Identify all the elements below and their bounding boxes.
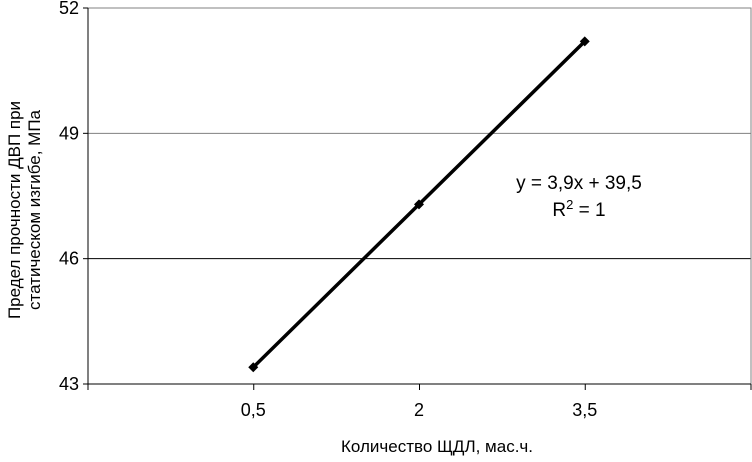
gridlines (88, 7, 751, 260)
y-tick-label: 46 (59, 249, 79, 269)
r-squared-suffix: = 1 (573, 200, 605, 221)
data-point-marker (414, 199, 424, 210)
x-tick-label: 0,5 (241, 400, 266, 420)
y-tick-label: 52 (59, 0, 79, 18)
y-tick-label: 49 (59, 123, 79, 143)
plot-frame (87, 7, 752, 385)
r-squared-prefix: R (552, 200, 566, 221)
data-point-marker (579, 36, 590, 47)
r-squared-label: R2 = 1 (552, 197, 605, 221)
data-points (248, 36, 590, 373)
x-axis-ticks: 0,5 2 3,5 (87, 384, 752, 420)
trendline-equation: y = 3,9x + 39,5 (516, 173, 642, 194)
y-tick-label: 43 (59, 374, 79, 394)
y-axis-title-line1: Предел прочности ДВП при (5, 101, 24, 319)
r-squared-superscript: 2 (566, 197, 573, 212)
data-point-marker (248, 362, 259, 373)
y-axis-title: Предел прочности ДВП при статическом изг… (5, 101, 44, 319)
y-axis-title-line2: статическом изгибе, МПа (25, 109, 44, 310)
x-tick-label: 3,5 (572, 400, 597, 420)
x-axis-title: Количество ЩДЛ, мас.ч. (341, 437, 533, 456)
x-axis (87, 8, 751, 385)
y-axis-ticks: 43 46 49 52 (59, 0, 88, 394)
x-tick-label: 2 (414, 400, 424, 420)
